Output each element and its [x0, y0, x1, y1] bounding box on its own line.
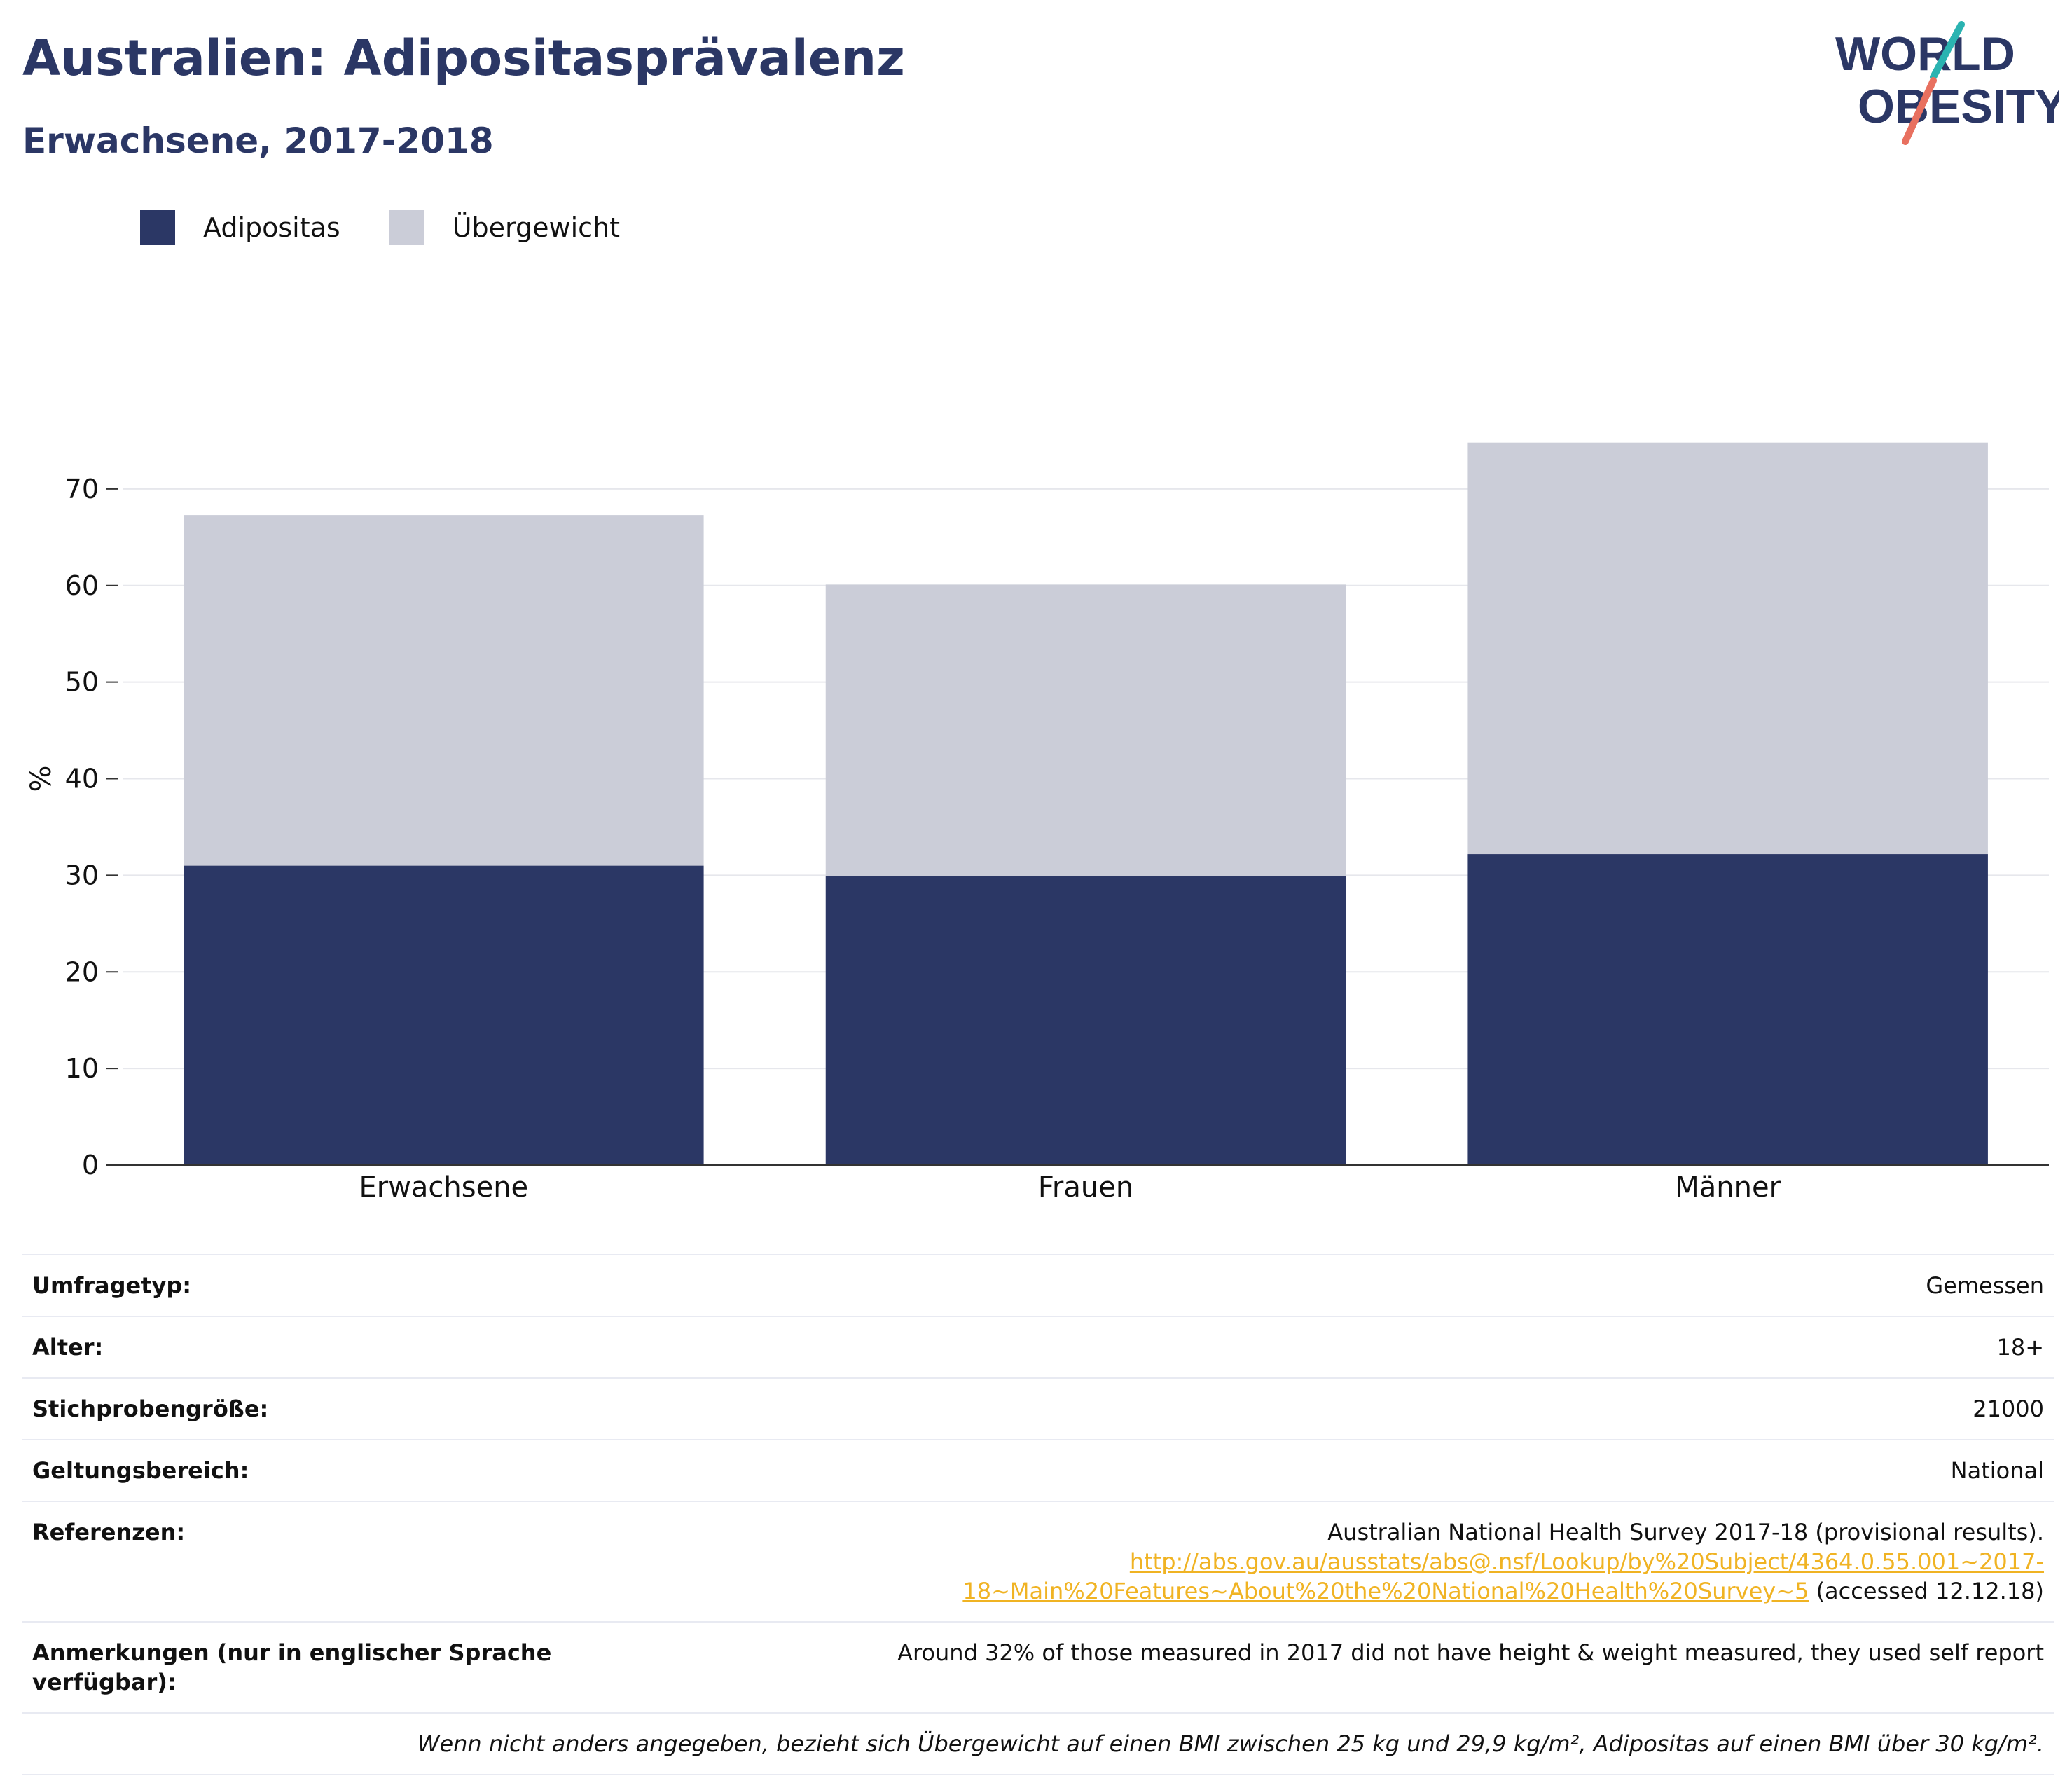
- info-label-references: Referenzen:: [32, 1519, 186, 1546]
- legend-item-uebergewicht[interactable]: Übergewicht: [389, 210, 620, 245]
- reference-accessed: (accessed 12.12.18): [1809, 1578, 2044, 1604]
- info-row-age: Alter: 18+: [22, 1317, 2054, 1379]
- logo-text-obesity: OBESITY: [1858, 80, 2059, 133]
- world-obesity-logo: WORLD OBESITY: [1835, 21, 2059, 145]
- info-label-notes: Anmerkungen (nur in englischer Sprache v…: [32, 1639, 552, 1695]
- info-value-survey-type: Gemessen: [1926, 1272, 2044, 1299]
- info-value-notes: Around 32% of those measured in 2017 did…: [897, 1639, 2044, 1666]
- reference-link[interactable]: http://abs.gov.au/ausstats/abs@.nsf/Look…: [962, 1548, 2044, 1604]
- info-row-sample-size: Stichprobengröße: 21000: [22, 1379, 2054, 1440]
- legend-swatch-adipositas: [140, 210, 175, 245]
- footnote-row: Wenn nicht anders angegeben, bezieht sic…: [22, 1714, 2054, 1775]
- chart-legend: Adipositas Übergewicht: [140, 210, 669, 245]
- info-value-references: Australian National Health Survey 2017-1…: [962, 1517, 2044, 1606]
- bar-uebergewicht-2: [825, 584, 1346, 876]
- y-tick-label: 60: [65, 570, 99, 601]
- info-label-scope: Geltungsbereich:: [32, 1457, 249, 1484]
- reference-link-part1: http://abs.gov.au/ausstats/abs@.nsf/Look…: [1129, 1548, 2044, 1575]
- survey-info-table: Umfragetyp: Gemessen Alter: 18+ Stichpro…: [22, 1254, 2054, 1775]
- y-tick-label: 50: [65, 667, 99, 698]
- logo-text-world: WORLD: [1835, 27, 2015, 81]
- legend-label-adipositas: Adipositas: [203, 212, 340, 243]
- bar-adipositas-2: [825, 876, 1346, 1165]
- info-row-notes: Anmerkungen (nur in englischer Sprache v…: [22, 1623, 2054, 1714]
- y-tick-label: 20: [65, 956, 99, 987]
- info-value-scope: National: [1950, 1457, 2044, 1484]
- y-tick-label: 30: [65, 860, 99, 890]
- footnote: Wenn nicht anders angegeben, bezieht sic…: [417, 1730, 2044, 1757]
- info-label-sample-size: Stichprobengröße:: [32, 1396, 269, 1422]
- y-axis-label: %: [25, 765, 57, 792]
- info-row-references: Referenzen: Australian National Health S…: [22, 1502, 2054, 1623]
- bar-adipositas-1: [184, 865, 704, 1165]
- info-row-scope: Geltungsbereich: National: [22, 1440, 2054, 1502]
- y-tick-label: 40: [65, 764, 99, 794]
- x-tick-label: Erwachsene: [359, 1171, 528, 1204]
- reference-text: Australian National Health Survey 2017-1…: [1327, 1519, 2044, 1546]
- info-label-survey-type: Umfragetyp:: [32, 1272, 192, 1299]
- stacked-bar-chart: 0 10 20 30 40 50 60 70% Erwachsene Frauen Männer: [25, 442, 2049, 1204]
- legend-label-uebergewicht: Übergewicht: [452, 212, 620, 243]
- legend-swatch-uebergewicht: [389, 210, 424, 245]
- y-tick-label: 0: [82, 1150, 99, 1180]
- bar-uebergewicht-3: [1467, 442, 1988, 855]
- x-tick-label: Männer: [1675, 1171, 1781, 1204]
- info-row-survey-type: Umfragetyp: Gemessen: [22, 1255, 2054, 1317]
- page-subtitle: Erwachsene, 2017-2018: [22, 121, 494, 161]
- bar-uebergewicht-1: [184, 515, 704, 866]
- info-value-age: 18+: [1996, 1334, 2044, 1361]
- info-label-age: Alter:: [32, 1334, 104, 1361]
- x-tick-label: Frauen: [1038, 1171, 1133, 1204]
- logo-slash-coral: [1902, 77, 1937, 145]
- reference-link-part2: 18~Main%20Features~About%20the%20Nationa…: [962, 1578, 1809, 1604]
- y-tick-label: 70: [65, 474, 99, 504]
- legend-item-adipositas[interactable]: Adipositas: [140, 210, 340, 245]
- page-title: Australien: Adipositasprävalenz: [22, 29, 905, 87]
- info-value-sample-size: 21000: [1973, 1396, 2044, 1422]
- logo-slash-teal: [1930, 21, 1965, 81]
- y-tick-label: 10: [65, 1053, 99, 1084]
- bar-adipositas-3: [1467, 854, 1988, 1165]
